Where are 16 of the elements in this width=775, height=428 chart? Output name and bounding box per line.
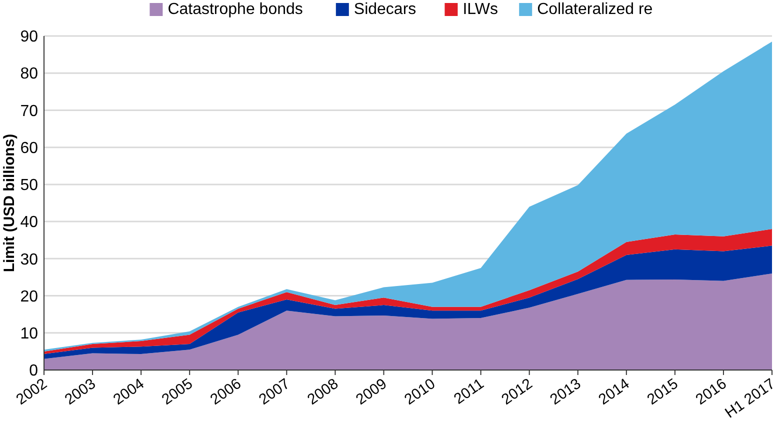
y-axis-title: Limit (USD billions) <box>1 134 18 272</box>
y-tick-label: 10 <box>20 325 38 342</box>
y-tick-label: 40 <box>20 214 38 232</box>
legend-label: Sidecars <box>354 1 416 18</box>
legend-label: ILWs <box>462 1 498 18</box>
y-tick-label: 20 <box>20 288 38 306</box>
y-tick-label: 90 <box>20 28 38 46</box>
y-tick-label: 80 <box>20 66 38 83</box>
y-tick-label: 0 <box>29 362 38 380</box>
y-tick-label: 30 <box>20 251 38 268</box>
y-tick-label: 60 <box>20 140 38 157</box>
legend-label: Catastrophe bonds <box>168 1 303 18</box>
x-tick-label: 2011 <box>450 375 488 408</box>
legend-label: Collateralized re <box>537 1 653 18</box>
y-tick-label: 50 <box>20 177 38 194</box>
y-tick-label: 70 <box>20 102 38 120</box>
